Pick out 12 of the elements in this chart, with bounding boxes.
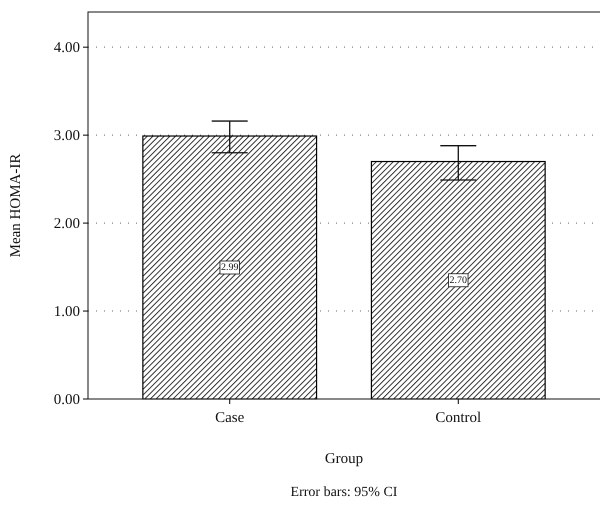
- x-tick-label: Control: [435, 410, 482, 426]
- y-tick-label: 4.00: [54, 40, 80, 56]
- y-tick-label: 0.00: [54, 392, 80, 408]
- x-tick-label: Case: [215, 410, 245, 426]
- data-label: 2.99: [220, 262, 238, 274]
- y-tick-label: 1.00: [54, 304, 80, 320]
- text: Error bars: 95% CI: [290, 485, 398, 500]
- x-axis-title: Group: [324, 451, 364, 467]
- y-axis-title: Mean HOMA-IR: [8, 154, 24, 258]
- y-tick-label: 2.00: [54, 216, 80, 232]
- y-tick-label: 3.00: [54, 128, 80, 144]
- data-label: 2.70: [450, 274, 468, 286]
